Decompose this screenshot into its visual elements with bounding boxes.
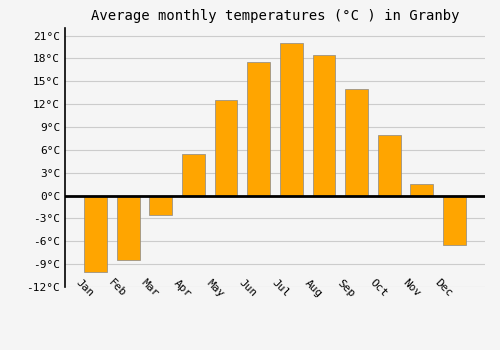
Bar <box>410 184 434 196</box>
Bar <box>248 62 270 196</box>
Bar <box>182 154 205 196</box>
Bar <box>214 100 238 196</box>
Bar <box>280 43 302 196</box>
Bar <box>116 196 140 260</box>
Bar <box>345 89 368 196</box>
Title: Average monthly temperatures (°C ) in Granby: Average monthly temperatures (°C ) in Gr… <box>91 9 459 23</box>
Bar <box>150 196 172 215</box>
Bar <box>312 55 336 196</box>
Bar <box>378 135 400 196</box>
Bar <box>443 196 466 245</box>
Bar <box>84 196 107 272</box>
